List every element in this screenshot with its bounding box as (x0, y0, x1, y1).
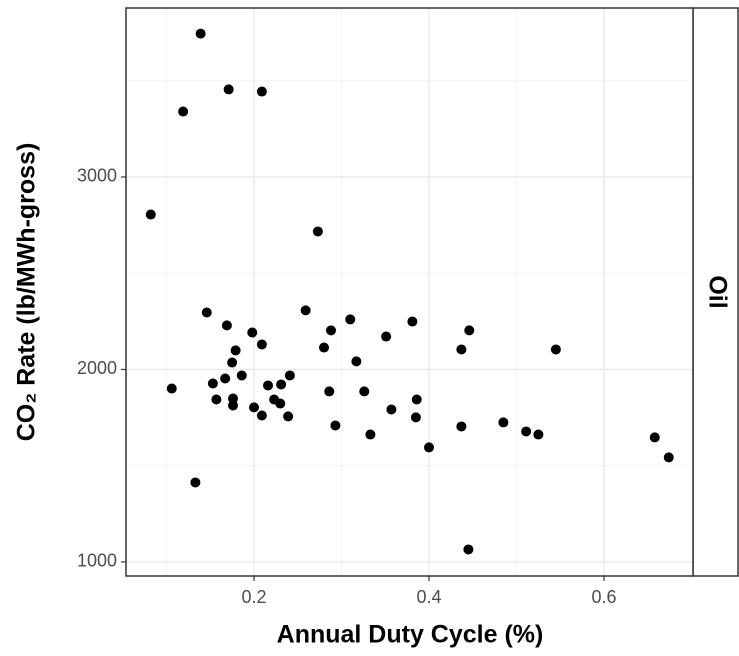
point (236, 370, 247, 381)
point (228, 400, 239, 411)
point (220, 373, 231, 384)
x-tick-label: 0.6 (591, 587, 616, 607)
point (464, 325, 475, 336)
point (533, 429, 544, 440)
point (247, 327, 258, 338)
point (463, 544, 474, 555)
facet-strip (692, 7, 739, 577)
point (521, 426, 532, 437)
point (424, 442, 435, 453)
x-tick-label: 0.2 (241, 587, 266, 607)
point (550, 344, 561, 355)
point (284, 370, 295, 381)
point (256, 410, 267, 421)
point (326, 325, 337, 336)
point (300, 305, 311, 316)
point (228, 393, 239, 404)
point (211, 394, 222, 405)
point (227, 357, 238, 368)
point (312, 226, 323, 237)
point (178, 106, 189, 117)
point (411, 394, 422, 405)
point (276, 379, 287, 390)
y-tick-label: 1000 (77, 551, 117, 571)
point (263, 380, 274, 391)
point (456, 421, 467, 432)
point (456, 344, 467, 355)
point (207, 378, 218, 389)
point (407, 316, 418, 327)
point (319, 342, 330, 353)
point (381, 331, 392, 342)
point (201, 307, 212, 318)
point (190, 477, 201, 488)
point (345, 314, 356, 325)
point (365, 429, 376, 440)
point (498, 417, 509, 428)
point (410, 412, 421, 423)
facet-label: Oil (703, 275, 731, 308)
point (221, 320, 232, 331)
point (223, 84, 234, 95)
point (256, 86, 267, 97)
point (330, 420, 341, 431)
point (249, 402, 260, 413)
point (386, 404, 397, 415)
point (649, 432, 660, 443)
point (663, 452, 674, 463)
x-tick-label: 0.4 (416, 587, 441, 607)
point (166, 383, 177, 394)
point (230, 345, 241, 356)
point (283, 411, 294, 422)
plot-panel (126, 8, 693, 576)
y-tick-label: 2000 (77, 358, 117, 378)
point (256, 339, 267, 350)
y-tick-label: 3000 (77, 166, 117, 186)
point (145, 209, 156, 220)
point (195, 28, 206, 39)
point (359, 386, 370, 397)
point (324, 386, 335, 397)
point (275, 398, 286, 409)
point (351, 356, 362, 367)
plot-border (125, 7, 694, 577)
x-axis-title: Annual Duty Cycle (%) (277, 621, 544, 649)
y-axis-title: CO₂ Rate (lb/MWh-gross) (13, 143, 41, 442)
